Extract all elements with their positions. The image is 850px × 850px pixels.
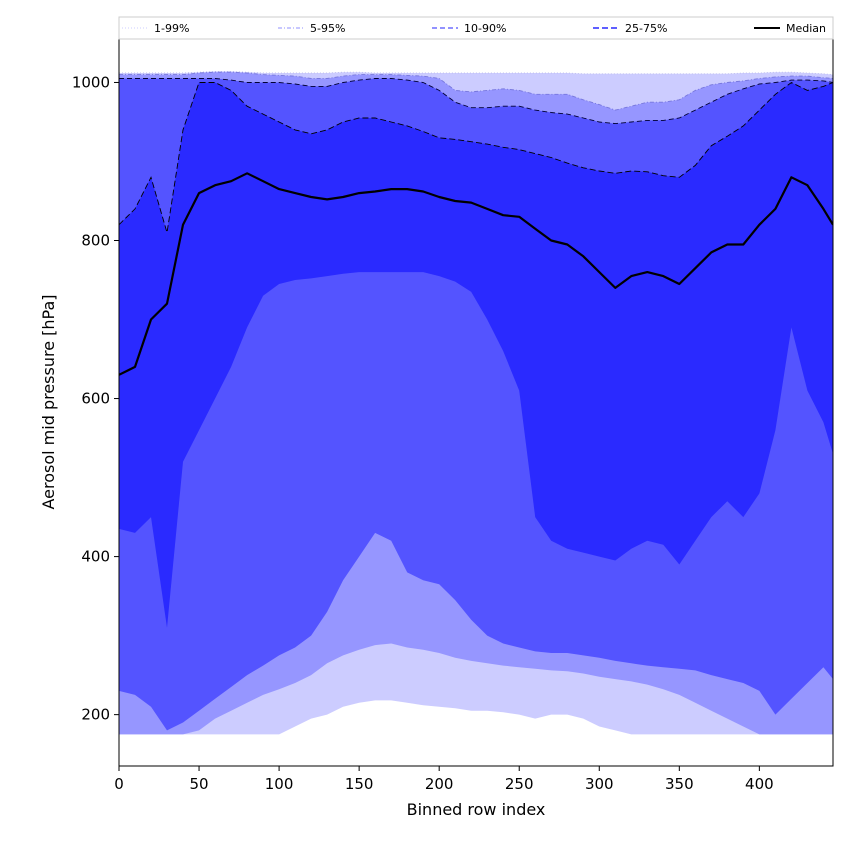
band-25-75% bbox=[119, 82, 833, 628]
band-upper-line-1-99% bbox=[119, 70, 833, 76]
x-tick-label: 150 bbox=[345, 775, 374, 793]
x-tick-label: 400 bbox=[745, 775, 774, 793]
legend-label: 10-90% bbox=[464, 22, 506, 35]
y-tick-label: 400 bbox=[81, 548, 110, 566]
x-tick-label: 100 bbox=[265, 775, 294, 793]
x-tick-label: 0 bbox=[114, 775, 124, 793]
median-layer bbox=[119, 172, 833, 376]
median-line bbox=[119, 172, 833, 376]
band-upper-line-5-95% bbox=[119, 71, 833, 111]
y-tick-label: 800 bbox=[81, 232, 110, 250]
legend-label: 5-95% bbox=[310, 22, 345, 35]
y-axis: 200 400 600 800 1000 bbox=[72, 73, 119, 724]
y-tick-label: 600 bbox=[81, 390, 110, 408]
x-tick-label: 350 bbox=[665, 775, 694, 793]
band-upper-line-10-90% bbox=[119, 78, 833, 125]
legend-label: Median bbox=[786, 22, 826, 35]
percentile-bands bbox=[119, 71, 833, 735]
band-boundary-lines bbox=[119, 70, 833, 233]
x-tick-label: 300 bbox=[585, 775, 614, 793]
x-axis-label: Binned row index bbox=[407, 800, 546, 819]
x-tick-label: 250 bbox=[505, 775, 534, 793]
legend: 1-99% 5-95% 10-90% 25-75% Median bbox=[118, 16, 834, 40]
x-tick-label: 200 bbox=[425, 775, 454, 793]
legend-label: 25-75% bbox=[625, 22, 667, 35]
x-axis: 0 50 100 150 200 250 300 350 400 bbox=[114, 766, 774, 793]
y-tick-label: 1000 bbox=[72, 73, 110, 91]
y-axis-label: Aerosol mid pressure [hPa] bbox=[39, 294, 58, 509]
legend-box bbox=[118, 16, 834, 40]
x-tick-label: 50 bbox=[189, 775, 208, 793]
band-upper-line-25-75% bbox=[119, 81, 833, 233]
y-tick-label: 200 bbox=[81, 706, 110, 724]
legend-label: 1-99% bbox=[154, 22, 189, 35]
